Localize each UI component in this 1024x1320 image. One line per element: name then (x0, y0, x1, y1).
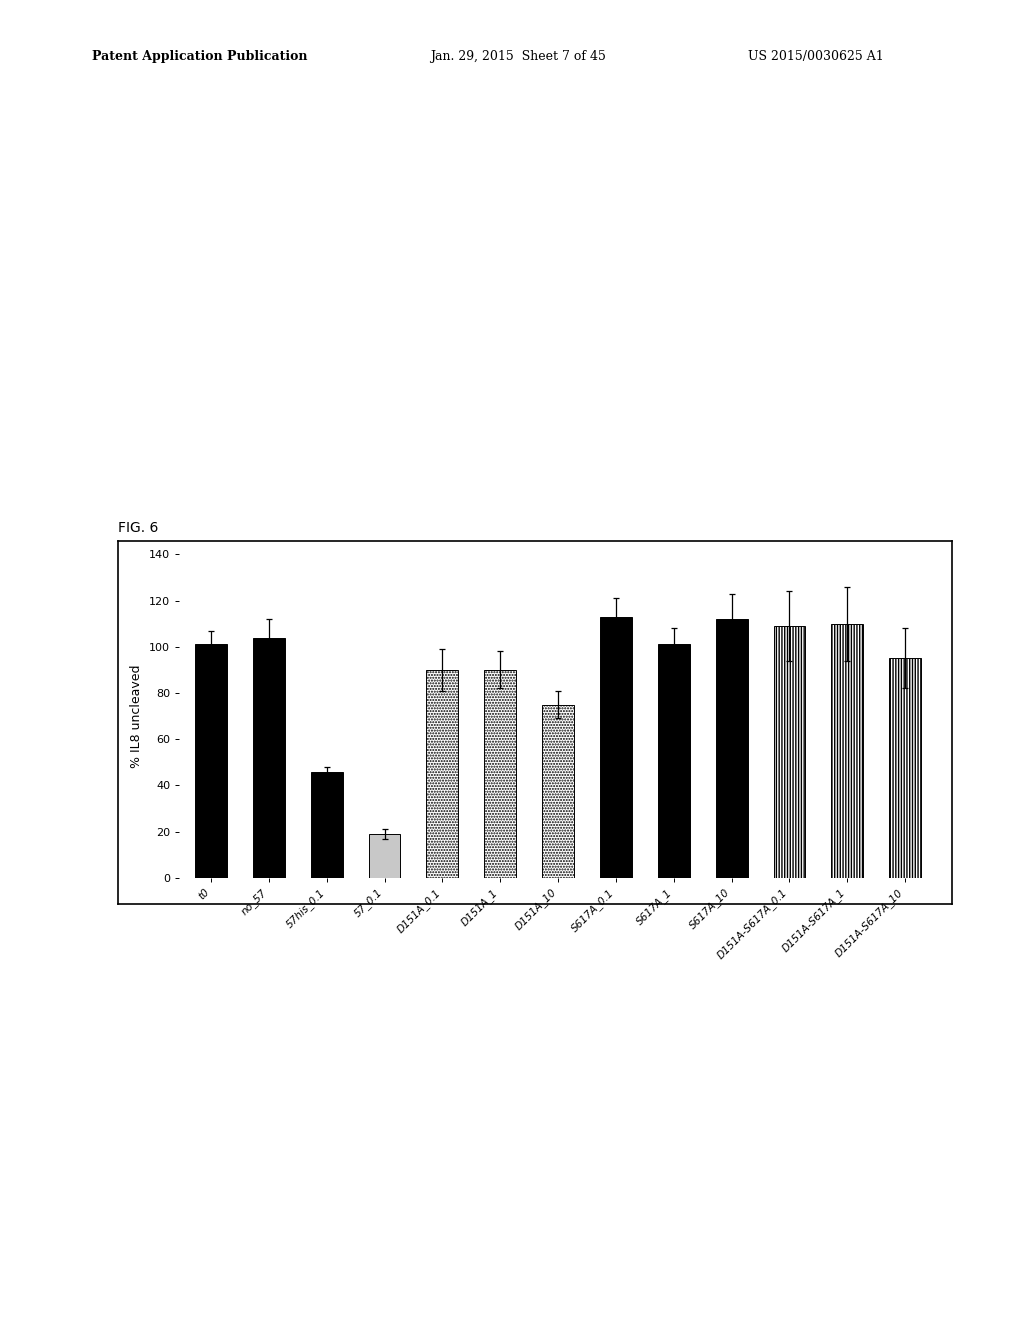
Text: US 2015/0030625 A1: US 2015/0030625 A1 (748, 50, 884, 63)
Bar (196, 644, 227, 878)
Bar (773, 626, 805, 878)
Bar (716, 619, 748, 878)
Bar (311, 771, 343, 878)
Text: FIG. 6: FIG. 6 (118, 520, 158, 535)
Bar (369, 834, 400, 878)
Bar (253, 638, 285, 878)
Bar (542, 705, 574, 878)
Bar (889, 659, 921, 878)
Bar (426, 669, 459, 878)
Bar (657, 644, 690, 878)
Y-axis label: % IL8 uncleaved: % IL8 uncleaved (130, 664, 143, 768)
Bar (831, 623, 863, 878)
Bar (484, 669, 516, 878)
Text: Patent Application Publication: Patent Application Publication (92, 50, 307, 63)
Text: Jan. 29, 2015  Sheet 7 of 45: Jan. 29, 2015 Sheet 7 of 45 (430, 50, 606, 63)
Bar (600, 616, 632, 878)
